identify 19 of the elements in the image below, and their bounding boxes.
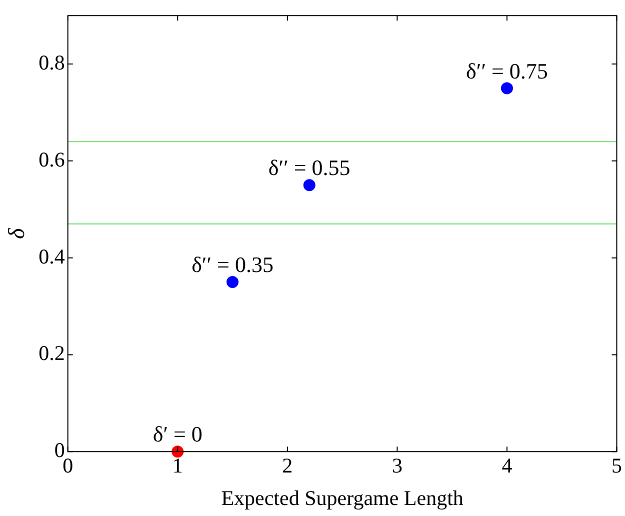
annotation: δ′′ = 0.75 (466, 58, 548, 84)
x-tick-label: 5 (612, 454, 622, 478)
x-axis-title: Expected Supergame Length (221, 486, 464, 510)
y-tick-label: 0 (54, 438, 65, 462)
point (303, 179, 316, 192)
y-tick-label: 0.6 (38, 147, 65, 172)
annotation: δ′′ = 0.35 (192, 252, 274, 278)
y-axis-title: δ (4, 228, 29, 239)
y-tick-label: 0.2 (38, 341, 65, 366)
annotation: δ′ = 0 (152, 422, 202, 447)
x-tick-label: 4 (502, 454, 513, 478)
x-tick-label: 3 (392, 454, 402, 478)
y-tick-label: 0.8 (38, 50, 65, 75)
annotation: δ′′ = 0.55 (268, 155, 350, 180)
point (500, 82, 513, 94)
x-tick-label: 2 (282, 454, 293, 478)
y-tick-label: 0.4 (38, 244, 66, 268)
point (226, 276, 239, 288)
x-tick-label: 1 (172, 454, 183, 478)
